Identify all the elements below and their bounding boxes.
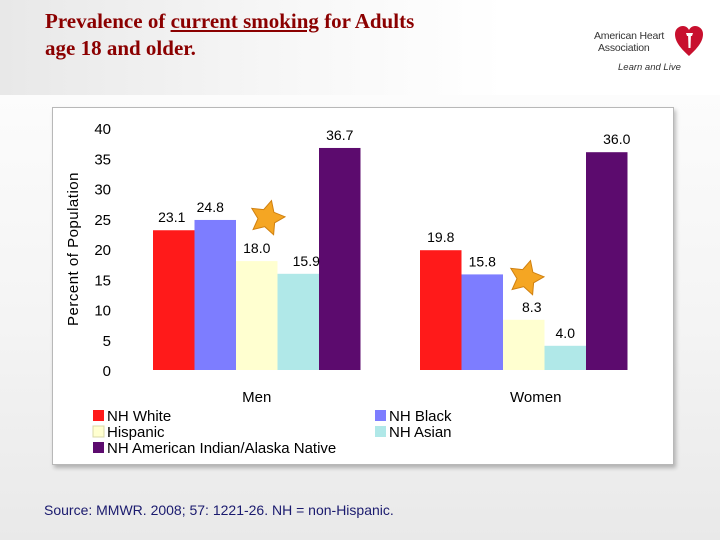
title-suffix: for Adults — [318, 9, 415, 33]
y-tick-label: 0 — [103, 363, 111, 380]
legend-label: NH White — [107, 408, 171, 425]
title-prefix: Prevalence of — [45, 9, 171, 33]
category-label: Men — [242, 389, 271, 406]
legend-label: NH American Indian/Alaska Native — [107, 440, 336, 457]
legend-label: NH Black — [389, 408, 452, 425]
source-note: Source: MMWR. 2008; 57: 1221-26. NH = no… — [44, 502, 394, 518]
y-tick-label: 10 — [94, 303, 111, 320]
bar — [461, 274, 503, 370]
bar — [586, 152, 628, 370]
data-label: 15.8 — [469, 253, 496, 269]
y-tick-label: 25 — [94, 212, 111, 229]
data-label: 36.7 — [326, 127, 353, 143]
category-label: Women — [510, 389, 561, 406]
y-tick-label: 20 — [94, 242, 111, 259]
legend-swatch — [92, 425, 105, 438]
logo-org-line2: Association — [598, 42, 650, 54]
bar — [277, 273, 319, 370]
data-label: 36.0 — [603, 131, 630, 147]
logo-org-line1: American Heart — [594, 30, 665, 42]
legend-swatch — [93, 442, 104, 453]
data-label: 19.8 — [427, 229, 454, 245]
title-line2: age 18 and older. — [45, 36, 196, 60]
bar — [544, 345, 586, 370]
data-label: 24.8 — [197, 199, 224, 215]
logo-tagline: Learn and Live — [618, 62, 681, 73]
heart-torch-icon — [675, 26, 703, 56]
y-tick-label: 5 — [103, 333, 111, 350]
page-title: Prevalence of current smoking for Adults… — [45, 8, 565, 62]
bar — [153, 230, 195, 370]
header-band — [0, 0, 720, 95]
data-label: 23.1 — [158, 209, 185, 225]
title-underlined: current smoking — [170, 9, 319, 33]
data-label: 4.0 — [556, 325, 576, 341]
data-label: 18.0 — [243, 240, 270, 256]
star-annotation — [250, 199, 287, 236]
bar — [236, 261, 278, 370]
data-label: 15.9 — [293, 253, 320, 269]
legend-label: NH Asian — [389, 424, 452, 441]
bar-chart: 0 5 10 15 20 25 30 35 40 Percent of Population 2… — [65, 121, 631, 457]
y-tick-label: 15 — [94, 272, 111, 289]
aha-logo: American Heart Association Learn and Liv… — [590, 22, 710, 78]
y-axis-label: Percent of Population — [65, 172, 82, 326]
y-tick-label: 40 — [94, 121, 111, 138]
y-tick-label: 30 — [94, 182, 111, 199]
bar — [503, 319, 545, 370]
legend-swatch — [375, 426, 386, 437]
chart-panel: 0 5 10 15 20 25 30 35 40 Percent of Population 2… — [52, 107, 674, 465]
y-tick-label: 35 — [94, 151, 111, 168]
legend-label: Hispanic — [107, 424, 165, 441]
legend-swatch — [93, 410, 104, 421]
legend-swatch — [375, 410, 386, 421]
bar — [420, 250, 462, 370]
bar — [319, 147, 361, 370]
star-annotation — [509, 259, 546, 296]
bar — [194, 219, 236, 370]
data-label: 8.3 — [522, 299, 542, 315]
